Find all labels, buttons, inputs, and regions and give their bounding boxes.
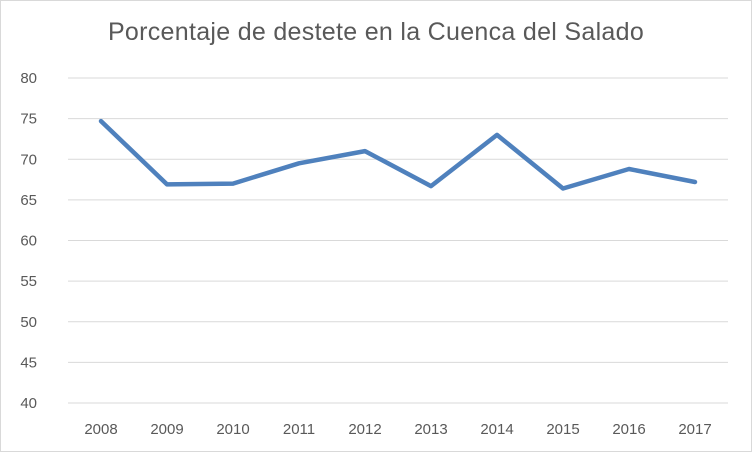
y-tick-label: 55 <box>20 273 37 290</box>
x-tick-label: 2017 <box>678 421 711 438</box>
y-tick-label: 50 <box>20 314 37 331</box>
x-axis: 2008 2009 2010 2011 2012 2013 2014 2015 2016 2017 <box>84 421 711 438</box>
series-group <box>98 118 698 191</box>
y-tick-label: 40 <box>20 395 37 412</box>
series-line-0 <box>98 118 698 191</box>
x-tick-label: 2016 <box>612 421 645 438</box>
x-tick-label: 2015 <box>546 421 579 438</box>
y-tick-label: 45 <box>20 354 37 371</box>
y-tick-label: 65 <box>20 192 37 209</box>
gridlines <box>68 77 728 404</box>
x-tick-label: 2013 <box>414 421 447 438</box>
x-tick-label: 2014 <box>480 421 513 438</box>
x-tick-label: 2010 <box>216 421 249 438</box>
y-axis: 40 45 50 55 60 65 70 75 80 <box>20 70 37 412</box>
y-tick-label: 70 <box>20 151 37 168</box>
x-tick-label: 2008 <box>84 421 117 438</box>
x-tick-label: 2009 <box>150 421 183 438</box>
y-tick-label: 80 <box>20 70 37 87</box>
chart-title: Porcentaje de destete en la Cuenca del S… <box>107 18 645 46</box>
x-tick-label: 2012 <box>348 421 381 438</box>
y-tick-label: 75 <box>20 111 37 128</box>
y-tick-label: 60 <box>20 233 37 250</box>
x-tick-label: 2011 <box>283 421 315 438</box>
